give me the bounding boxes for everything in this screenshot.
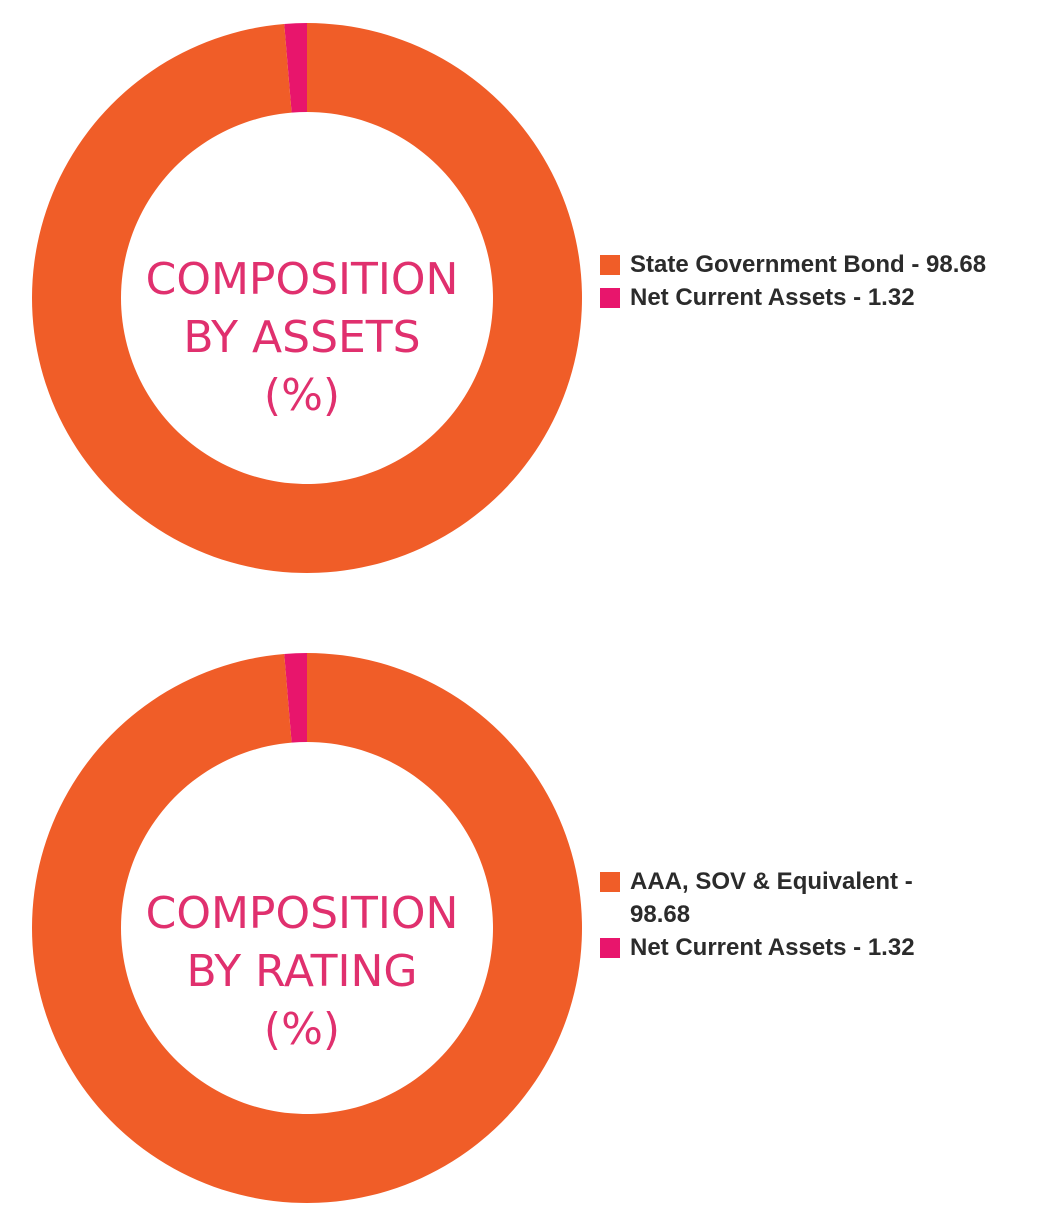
- assets-chart-title: COMPOSITION BY ASSETS (%): [112, 251, 492, 425]
- donut-slice-main: [31, 653, 582, 1203]
- donut-slice-main: [31, 23, 582, 573]
- legend-item: Net Current Assets - 1.32: [600, 281, 1040, 314]
- legend-swatch: [600, 938, 620, 958]
- legend-item: AAA, SOV & Equivalent - 98.68: [600, 865, 960, 931]
- title-line: (%): [263, 370, 341, 421]
- rating-donut-chart: [31, 653, 582, 1203]
- legend-label: Net Current Assets - 1.32: [630, 934, 915, 961]
- legend-item: State Government Bond - 98.68: [600, 248, 1040, 281]
- title-line: COMPOSITION: [145, 254, 459, 305]
- title-line: COMPOSITION: [145, 888, 459, 939]
- assets-chart-panel: COMPOSITION BY ASSETS (%) State Governme…: [0, 0, 1043, 600]
- donut-slice-net-current-assets: [284, 653, 307, 743]
- rating-chart-title: COMPOSITION BY RATING (%): [112, 885, 492, 1059]
- legend-swatch: [600, 288, 620, 308]
- title-line: (%): [263, 1004, 341, 1055]
- donut-slice-net-current-assets: [284, 23, 307, 113]
- title-line: BY ASSETS: [183, 312, 421, 363]
- title-line: BY RATING: [186, 946, 418, 997]
- legend-item: Net Current Assets - 1.32: [600, 931, 960, 964]
- assets-donut-chart: [31, 23, 582, 573]
- rating-legend: AAA, SOV & Equivalent - 98.68 Net Curren…: [600, 865, 960, 964]
- assets-legend: State Government Bond - 98.68 Net Curren…: [600, 248, 1040, 314]
- legend-label: State Government Bond - 98.68: [630, 251, 987, 278]
- legend-label: AAA, SOV & Equivalent - 98.68: [630, 868, 913, 928]
- legend-swatch: [600, 255, 620, 275]
- legend-label: Net Current Assets - 1.32: [630, 284, 915, 311]
- rating-chart-panel: COMPOSITION BY RATING (%) AAA, SOV & Equ…: [0, 630, 1043, 1226]
- legend-swatch: [600, 872, 620, 892]
